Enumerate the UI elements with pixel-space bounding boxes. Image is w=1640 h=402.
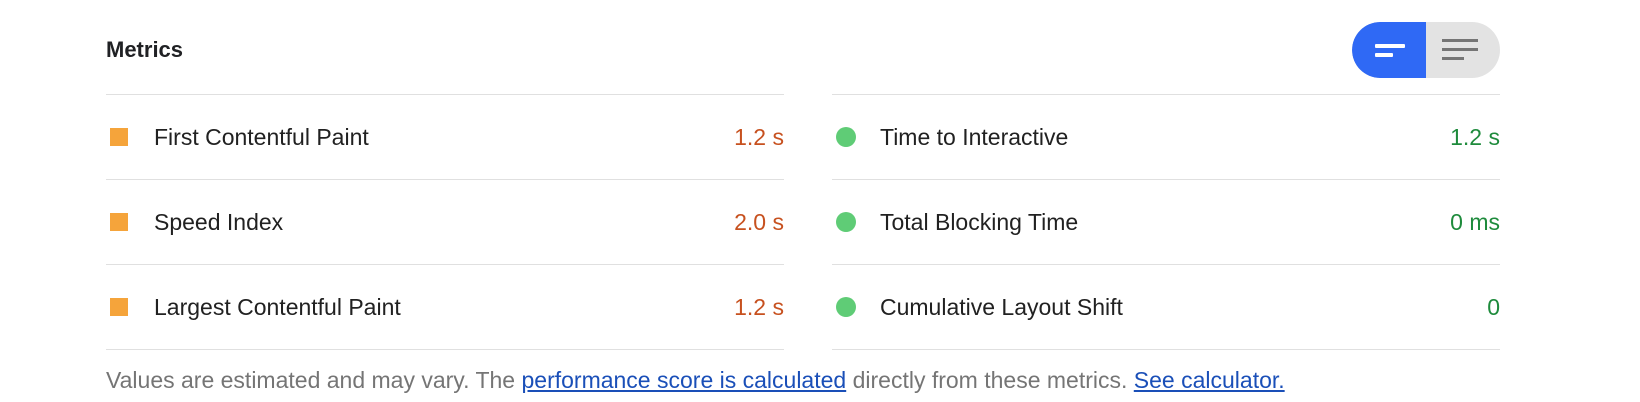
metrics-disclaimer: Values are estimated and may vary. The p… [106,366,1285,394]
metric-row: First Contentful Paint 1.2 s [106,94,784,179]
metric-label: Largest Contentful Paint [154,294,401,320]
metric-label: First Contentful Paint [154,124,369,150]
performance-score-link[interactable]: performance score is calculated [521,367,847,393]
metric-value: 1.2 s [734,294,784,320]
see-calculator-link[interactable]: See calculator. [1133,367,1285,393]
metric-label: Total Blocking Time [880,209,1079,235]
view-toggle [1352,22,1500,78]
orange-square-icon [110,213,128,231]
compact-list-icon [1375,44,1405,57]
orange-square-icon [110,298,128,316]
metric-value: 2.0 s [734,209,784,235]
metric-label: Cumulative Layout Shift [880,294,1123,320]
metrics-column-right: Time to Interactive 1.2 s Total Blocking… [832,94,1500,350]
metric-row: Cumulative Layout Shift 0 [832,264,1500,350]
metrics-header: Metrics [106,22,1500,80]
green-circle-icon [836,297,856,317]
metric-row: Time to Interactive 1.2 s [832,94,1500,179]
metric-row: Speed Index 2.0 s [106,179,784,264]
expanded-view-button[interactable] [1426,22,1500,78]
orange-square-icon [110,128,128,146]
disclaimer-text-middle: directly from these metrics. [846,367,1134,393]
expanded-list-icon [1442,39,1478,60]
metric-row: Largest Contentful Paint 1.2 s [106,264,784,350]
metrics-section: Metrics First Contentful Paint [106,0,1500,402]
metric-value: 0 [1487,294,1500,320]
metric-row: Total Blocking Time 0 ms [832,179,1500,264]
metric-value: 1.2 s [1450,124,1500,150]
metric-value: 1.2 s [734,124,784,150]
section-title: Metrics [106,37,184,62]
metric-value: 0 ms [1450,209,1500,235]
metric-label: Time to Interactive [880,124,1069,150]
green-circle-icon [836,212,856,232]
metric-label: Speed Index [154,209,284,235]
green-circle-icon [836,127,856,147]
metrics-column-left: First Contentful Paint 1.2 s Speed Index… [106,94,784,350]
compact-view-button[interactable] [1352,22,1426,78]
disclaimer-text: Values are estimated and may vary. The [106,367,522,393]
